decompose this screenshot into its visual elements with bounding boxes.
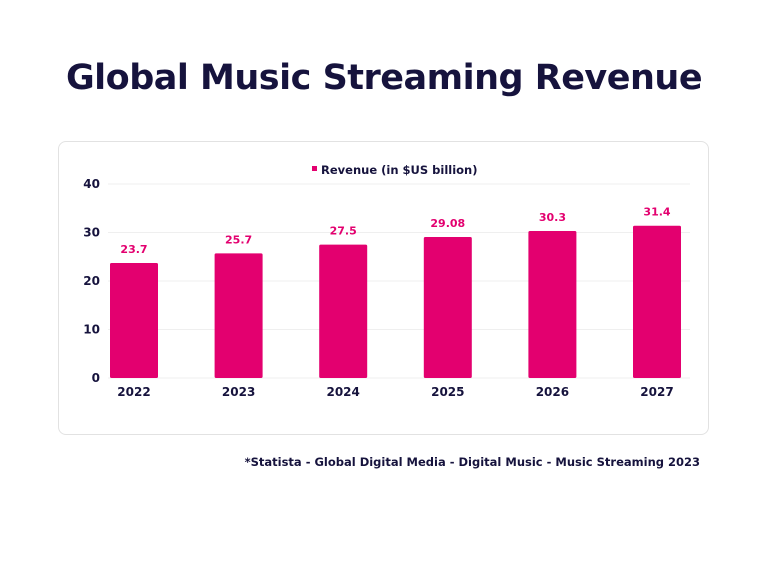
- bar: [633, 225, 681, 378]
- bar: [528, 231, 577, 378]
- bar: [110, 263, 158, 378]
- bar: [319, 244, 368, 378]
- data-label: 29.08: [430, 217, 465, 230]
- legend-label: Revenue (in $US billion): [321, 163, 478, 177]
- legend-swatch: [312, 166, 317, 171]
- y-tick-label: 10: [83, 323, 100, 337]
- y-tick-label: 30: [83, 226, 100, 240]
- data-label: 23.7: [120, 243, 147, 256]
- x-tick-label: 2026: [536, 385, 569, 399]
- x-tick-label: 2022: [117, 385, 150, 399]
- source-note: *Statista - Global Digital Media - Digit…: [244, 455, 700, 469]
- chart-card: [58, 141, 709, 435]
- page-title: Global Music Streaming Revenue: [65, 58, 703, 98]
- data-label: 30.3: [539, 211, 566, 224]
- y-tick-label: 20: [83, 274, 100, 288]
- x-tick-label: 2023: [222, 385, 255, 399]
- bar: [423, 236, 472, 378]
- x-tick-label: 2024: [326, 385, 359, 399]
- data-label: 27.5: [330, 225, 357, 238]
- y-tick-label: 0: [92, 371, 100, 385]
- data-label: 25.7: [225, 233, 252, 246]
- y-tick-label: 40: [83, 177, 100, 191]
- bar: [214, 253, 263, 378]
- x-tick-label: 2027: [640, 385, 673, 399]
- data-label: 31.4: [643, 206, 670, 219]
- x-tick-label: 2025: [431, 385, 464, 399]
